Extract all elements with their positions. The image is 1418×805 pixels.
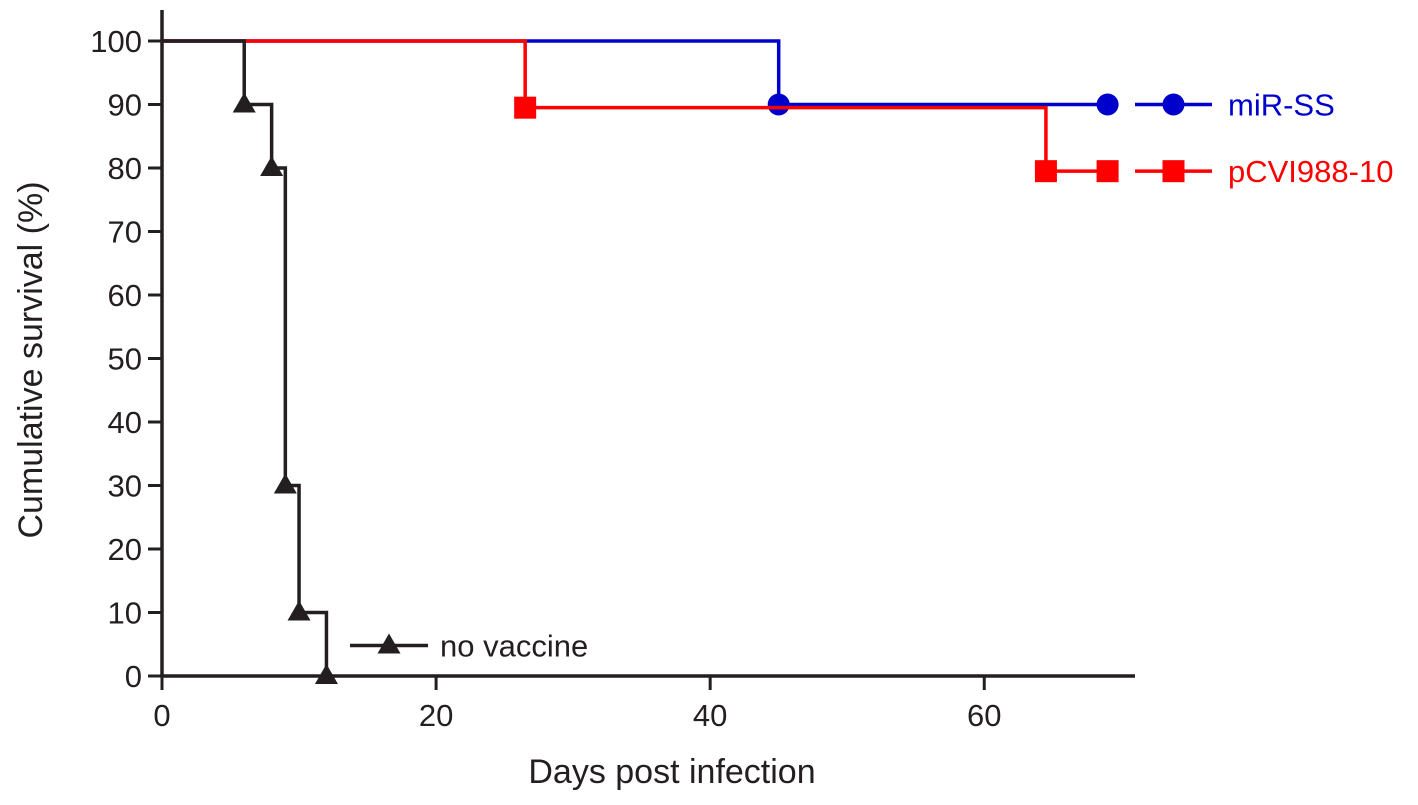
y-tick-label: 10 <box>108 596 142 631</box>
y-tick-label: 20 <box>108 532 142 567</box>
legend-entry-no-vaccine: no vaccine <box>350 629 588 664</box>
y-tick-label: 80 <box>108 151 142 186</box>
series-pcvi988-10 <box>162 39 1119 183</box>
legend-label-pcvi988-10: pCVI988-10 <box>1228 154 1393 189</box>
y-tick-label: 40 <box>108 405 142 440</box>
y-tick-label: 50 <box>108 342 142 377</box>
axes: 0 10 20 30 40 50 60 70 80 90 100 0 20 40 60 <box>90 10 1135 733</box>
legend: miR-SS pCVI988-10 no vaccine <box>350 88 1393 664</box>
series-line-pcvi988-10 <box>162 39 1108 173</box>
x-tick-label: 60 <box>967 698 1001 733</box>
data-point-no-vaccine <box>314 664 338 684</box>
series-layer <box>162 39 1119 684</box>
y-tick-label: 60 <box>108 278 142 313</box>
legend-marker-mir-ss <box>1162 93 1185 116</box>
legend-label-mir-ss: miR-SS <box>1228 88 1335 123</box>
data-point-no-vaccine <box>232 92 256 113</box>
legend-marker-no-vaccine <box>377 633 401 654</box>
data-point-no-vaccine <box>273 473 297 494</box>
data-point-mir-ss <box>1096 93 1119 116</box>
legend-entry-mir-ss: miR-SS <box>1135 88 1335 123</box>
legend-entry-pcvi988-10: pCVI988-10 <box>1135 154 1393 189</box>
y-tick-label: 100 <box>90 24 142 59</box>
data-point-no-vaccine <box>260 156 284 176</box>
y-tick-label: 90 <box>108 88 142 123</box>
series-line-no-vaccine <box>162 39 329 676</box>
legend-marker-pcvi988-10 <box>1162 160 1185 183</box>
data-point-pcvi988-10 <box>1096 160 1119 183</box>
data-point-mir-ss <box>767 93 790 116</box>
y-tick-label: 70 <box>108 215 142 250</box>
y-tick-label: 30 <box>108 469 142 504</box>
x-tick-label: 20 <box>419 698 453 733</box>
x-axis-title: Days post infection <box>528 753 815 791</box>
data-point-pcvi988-10 <box>514 96 537 119</box>
data-point-no-vaccine <box>287 600 311 621</box>
y-tick-label: 0 <box>125 659 142 694</box>
legend-label-no-vaccine: no vaccine <box>440 629 588 664</box>
series-no-vaccine <box>162 39 338 684</box>
series-mir-ss <box>162 39 1119 116</box>
data-point-pcvi988-10 <box>1034 160 1057 183</box>
y-axis-title: Cumulative survival (%) <box>12 181 50 538</box>
x-tick-label: 40 <box>693 698 727 733</box>
series-line-mir-ss <box>162 39 1108 107</box>
x-tick-label: 0 <box>153 698 170 733</box>
